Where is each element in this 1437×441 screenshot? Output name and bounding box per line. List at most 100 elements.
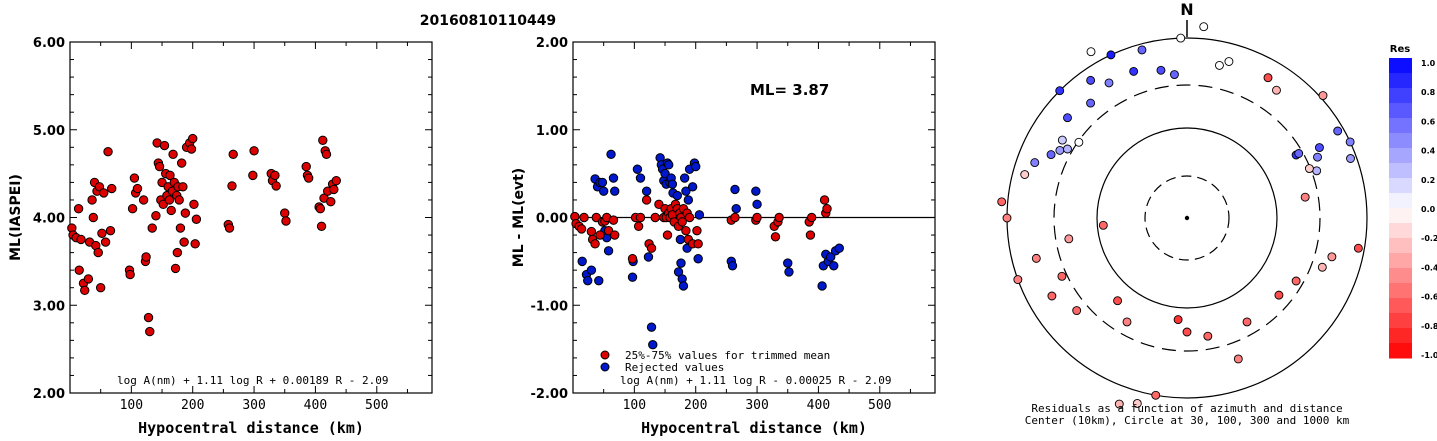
- data-point: [281, 216, 291, 226]
- data-point: [175, 223, 186, 233]
- residual-point: [1233, 354, 1243, 364]
- residual-point: [1132, 399, 1142, 408]
- residual-point: [1274, 290, 1284, 300]
- rejected-point: [730, 184, 740, 195]
- data-point: [73, 204, 84, 214]
- data-point: [191, 214, 202, 224]
- data-point: [329, 184, 339, 195]
- colorbar-cell: [1389, 298, 1412, 314]
- epicenter-marker: [1184, 215, 1190, 221]
- residual-point: [1345, 137, 1355, 147]
- x-tick-label: 200: [684, 398, 707, 413]
- used-point: [822, 204, 832, 214]
- residual-point: [1263, 73, 1273, 83]
- rejected-point: [664, 160, 674, 170]
- rejected-point: [829, 261, 839, 271]
- used-point: [641, 195, 652, 205]
- y-tick-label: 0.00: [536, 212, 568, 227]
- data-points: [67, 133, 341, 337]
- colorbar-tick-label: -0.4: [1421, 263, 1437, 272]
- data-point: [172, 247, 183, 258]
- residual-point: [1086, 75, 1096, 85]
- residual-point: [1304, 164, 1314, 174]
- data-point: [93, 247, 103, 258]
- used-point: [650, 212, 660, 223]
- residual-point: [1122, 317, 1132, 327]
- used-point: [684, 212, 695, 223]
- rejected-point: [675, 234, 686, 245]
- rejected-point: [627, 272, 638, 282]
- data-point: [331, 175, 341, 186]
- rejected-point: [635, 173, 646, 183]
- residual-point: [1013, 275, 1023, 285]
- residual-point: [1098, 220, 1108, 230]
- x-tick-label: 100: [623, 398, 646, 413]
- data-point: [107, 183, 117, 194]
- data-points: [570, 149, 844, 350]
- colorbar-tick-label: 0.6: [1421, 117, 1436, 126]
- colorbar-cell: [1389, 283, 1412, 299]
- data-point: [270, 170, 280, 181]
- ml-annotation: ML= 3.87: [750, 81, 829, 99]
- residual-point: [1063, 113, 1072, 123]
- used-point: [608, 215, 619, 225]
- data-point: [80, 285, 90, 296]
- rejected-point: [606, 149, 616, 160]
- data-point: [318, 135, 328, 145]
- y-tick-labels: 2.00 3.00 4.00 5.00 6.00: [33, 36, 65, 402]
- formula-text: log A(nm) + 1.11 log R + 0.00189 R - 2.0…: [117, 374, 389, 387]
- residual-point: [1199, 22, 1209, 32]
- residual-point: [1318, 91, 1328, 100]
- data-point: [143, 312, 154, 323]
- residual-point: [1313, 152, 1322, 162]
- data-point: [166, 205, 176, 216]
- x-tick-label: 200: [181, 398, 204, 413]
- ring-100km: [1096, 127, 1278, 309]
- rejected-point: [834, 243, 844, 253]
- data-point: [186, 144, 197, 154]
- rejected-point: [577, 256, 587, 267]
- residual-point: [1086, 47, 1096, 57]
- colorbar-cell: [1389, 343, 1412, 359]
- rejected-point: [641, 186, 652, 196]
- rejected-point: [667, 179, 678, 189]
- legend-used-marker: [600, 350, 610, 360]
- residual-point: [1333, 126, 1343, 136]
- rejected-point: [825, 252, 836, 262]
- data-point: [178, 182, 188, 192]
- residual-point: [1176, 33, 1186, 43]
- rejected-point: [817, 281, 827, 291]
- y-tick-label: -2.00: [531, 387, 568, 402]
- colorbar-cell: [1389, 58, 1412, 74]
- residual-point: [1156, 65, 1166, 75]
- y-tick-label: 3.00: [33, 299, 65, 314]
- colorbar-cell: [1389, 268, 1412, 284]
- residual-point: [1312, 166, 1322, 176]
- data-point: [76, 234, 86, 245]
- azimuth-residual-plot: N Residuals as a function of azimuth and…: [997, 0, 1368, 427]
- rejected-point: [693, 254, 703, 264]
- rejected-point: [608, 173, 619, 183]
- residual-point: [1055, 145, 1065, 155]
- data-point: [151, 211, 161, 221]
- rejected-point: [676, 258, 686, 268]
- residual-point: [1104, 78, 1114, 88]
- colorbar-cell: [1389, 223, 1412, 239]
- data-point: [190, 239, 200, 249]
- data-point: [165, 170, 175, 181]
- data-point: [228, 149, 238, 160]
- rejected-point: [683, 195, 694, 205]
- data-point: [100, 237, 111, 247]
- residual-point: [1214, 60, 1224, 70]
- x-tick-label: 100: [120, 398, 143, 413]
- residual-point: [1030, 158, 1040, 168]
- residual-point: [1074, 137, 1084, 147]
- residual-point: [1314, 143, 1324, 153]
- rejected-point: [594, 275, 604, 286]
- data-point: [280, 208, 290, 218]
- y-tick-label: -1.00: [531, 299, 568, 314]
- residual-point: [1072, 306, 1082, 316]
- used-point: [770, 232, 781, 242]
- north-label: N: [1180, 0, 1193, 19]
